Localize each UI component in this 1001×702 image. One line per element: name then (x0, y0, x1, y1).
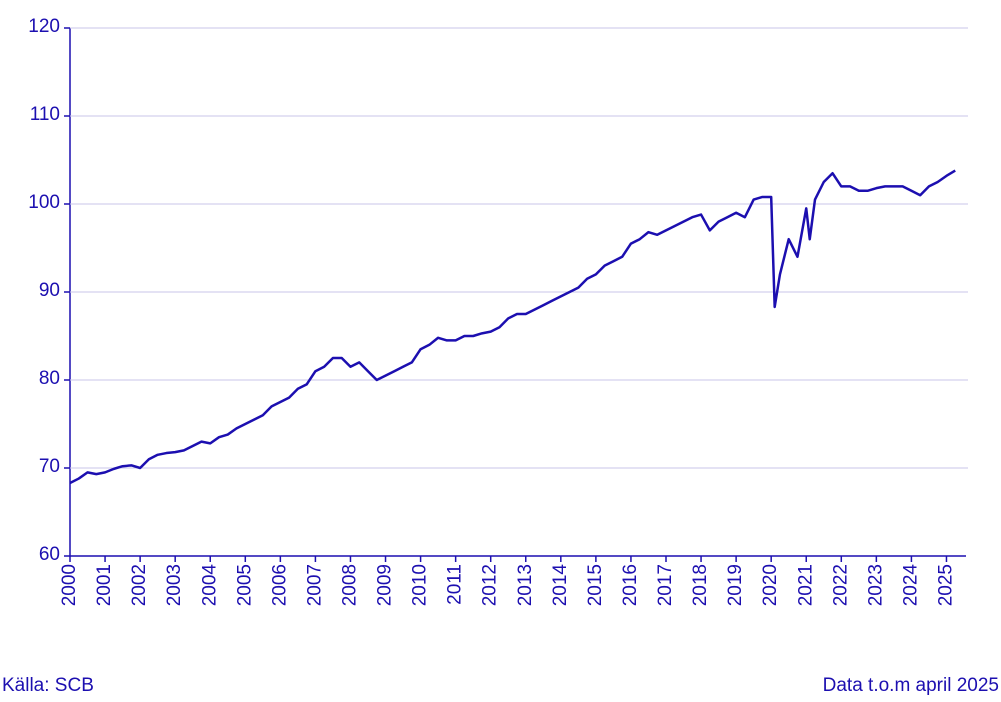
x-tick-label: 2002 (129, 564, 150, 606)
y-tick-label: 90 (39, 280, 60, 301)
x-tick-label: 2022 (830, 564, 851, 606)
note: Data t.o.m april 2025 (823, 675, 999, 696)
x-tick-label: 2025 (935, 564, 956, 606)
x-tick-label: 2017 (655, 564, 676, 606)
y-tick-label: 60 (39, 544, 60, 565)
x-tick-label: 2021 (795, 564, 816, 606)
x-tick-label: 2014 (550, 564, 571, 607)
y-tick-label: 110 (30, 104, 60, 125)
x-tick-label: 2023 (865, 564, 886, 606)
source: Källa: SCB (2, 675, 94, 696)
x-tick-label: 2015 (585, 564, 606, 606)
x-tick-label: 2019 (725, 564, 746, 606)
x-tick-label: 2009 (375, 564, 396, 606)
x-tick-label: 2004 (199, 564, 220, 607)
y-tick-label: 80 (39, 368, 60, 389)
x-tick-label: 2020 (760, 564, 781, 606)
data-line (69, 169, 956, 485)
x-tick-label: 2024 (900, 564, 921, 607)
x-tick-label: 2010 (410, 564, 431, 606)
x-tick-label: 2006 (269, 564, 290, 606)
x-tick-label: 2012 (480, 564, 501, 606)
x-tick-label: 2011 (445, 564, 466, 605)
x-tick-label: 2001 (94, 564, 115, 606)
x-tick-label: 2005 (234, 564, 255, 606)
y-tick-label: 70 (39, 456, 60, 477)
x-tick-label: 2008 (339, 564, 360, 606)
x-tick-label: 2003 (164, 564, 185, 606)
y-tick-label: 120 (28, 16, 60, 37)
x-tick-label: 2016 (620, 564, 641, 606)
x-tick-label: 2018 (690, 564, 711, 606)
x-tick-label: 2000 (59, 564, 80, 606)
y-tick-label: 100 (28, 192, 60, 213)
x-tick-label: 2013 (515, 564, 536, 606)
x-tick-label: 2007 (304, 564, 325, 606)
